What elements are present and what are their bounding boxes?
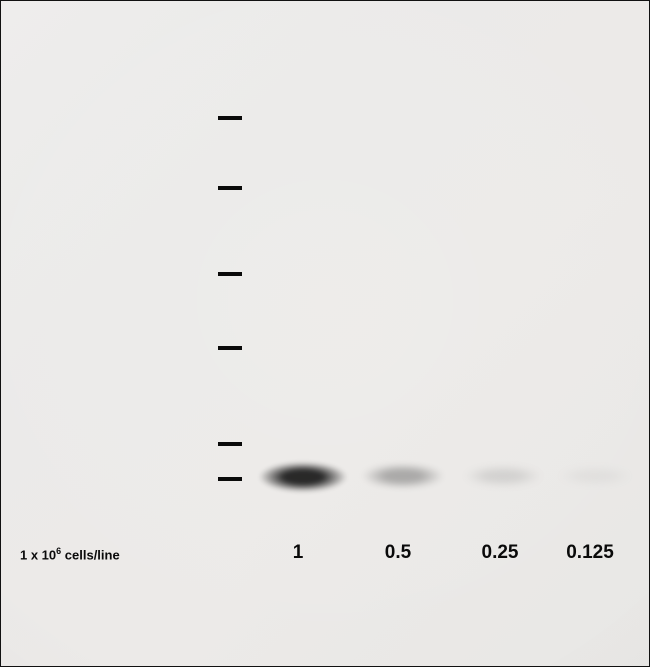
band-lane-1 — [257, 460, 349, 494]
mw-tick — [218, 116, 242, 120]
target-tick — [218, 477, 242, 481]
band-lane-4 — [556, 465, 634, 487]
band-lane-2 — [360, 462, 446, 490]
mw-tick — [218, 442, 242, 446]
lane-label-4: 0.125 — [566, 542, 614, 564]
loading-caption: 1 x 106 cells/line — [20, 546, 120, 562]
mw-tick — [218, 272, 242, 276]
band-lane-3 — [462, 464, 544, 488]
loading-suffix: cells/line — [61, 547, 120, 562]
mw-tick — [218, 186, 242, 190]
lane-label-2: 0.5 — [385, 542, 411, 564]
lane-label-3: 0.25 — [482, 542, 519, 564]
vignette-overlay — [0, 0, 650, 667]
lane-label-1: 1 — [293, 542, 304, 564]
loading-prefix: 1 x 10 — [20, 547, 56, 562]
mw-tick — [218, 346, 242, 350]
